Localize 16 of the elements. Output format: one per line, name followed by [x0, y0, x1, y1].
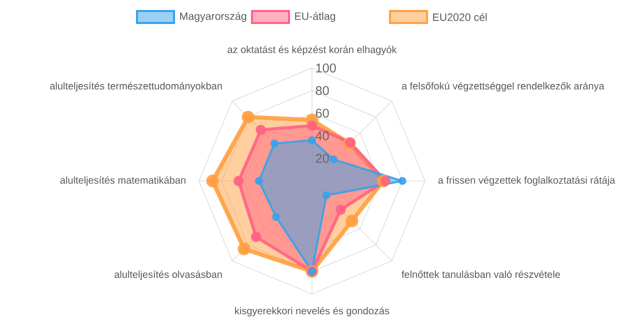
spoke-label: felnőttek tanulásban való részvétele [402, 270, 560, 278]
legend-label: EU2020 cél [433, 13, 487, 21]
spoke-label: az oktatást és képzést korán elhagyók [228, 46, 397, 56]
legend-label: Magyarország [180, 12, 246, 22]
spoke-label: alulteljesítés természettudományokban [50, 82, 222, 92]
y-tick-label: 60 [316, 108, 329, 118]
y-tick-label: 20 [316, 154, 329, 163]
spoke-label: alulteljesítés olvasásban [114, 270, 222, 280]
y-tick-label: 100 [316, 64, 336, 72]
y-tick-label: 40 [316, 131, 329, 140]
spoke-label: kisgyerekkori nevelés és gondozás [235, 306, 390, 316]
spoke-label: a felsőfokú végzettséggel rendelkezők aránya [402, 82, 604, 92]
spoke-label: a frissen végzettek foglalkoztatási rátája [438, 176, 616, 186]
legend-label: EU-átlag [295, 12, 336, 22]
spoke-label: alulteljesítés matematikában [60, 176, 186, 186]
y-tick-label: 80 [316, 86, 329, 96]
